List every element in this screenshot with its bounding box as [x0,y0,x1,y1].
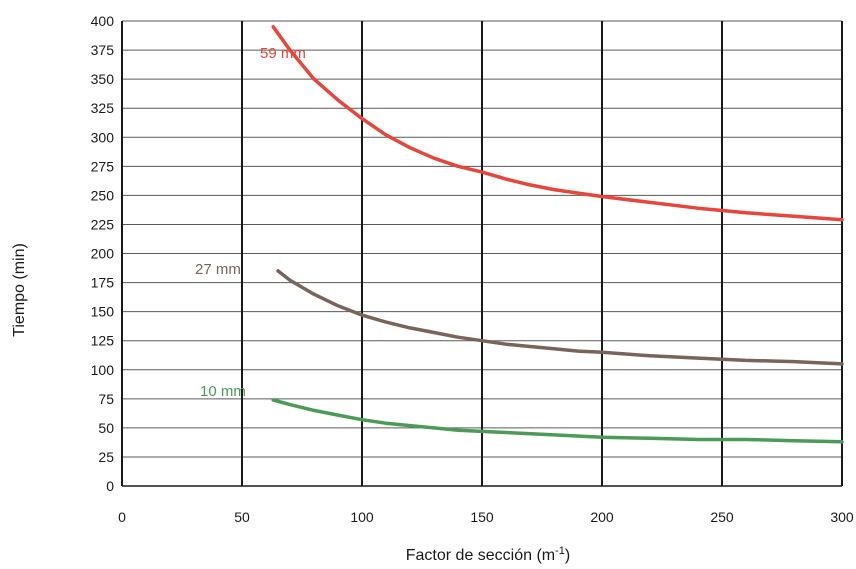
y-tick-label-200: 200 [91,246,115,262]
x-axis-title-main: Factor de sección (m [406,547,555,564]
y-tick-label-75: 75 [98,391,114,407]
series-labels: 59 mm 27 mm 10 mm [195,45,306,400]
y-tick-label-300: 300 [91,129,115,145]
y-tick-label-225: 225 [91,216,115,232]
series-line-27-mm [276,269,844,366]
x-tick-label-200: 200 [590,509,614,525]
y-tick-label-250: 250 [91,187,115,203]
series-line-10-mm [271,398,844,444]
y-axis-ticks: 0 25 50 75 100 125 150 175 200 225 250 275 300 325 350… [91,13,115,494]
x-axis-title-exponent: -1 [555,545,565,557]
y-tick-label-375: 375 [91,42,115,58]
series-line-59-mm [271,25,844,222]
y-tick-label-150: 150 [91,304,115,320]
y-tick-label-100: 100 [91,362,115,378]
x-tick-label-300: 300 [830,509,854,525]
y-axis-title: Tiempo (min) [11,243,28,337]
y-tick-label-0: 0 [106,478,114,494]
x-axis-title: Factor de sección (m-1) [406,545,571,564]
x-tick-label-0: 0 [118,509,126,525]
series-label-10-mm: 10 mm [200,383,246,400]
y-tick-label-125: 125 [91,333,115,349]
series-layer [271,25,844,444]
y-tick-label-350: 350 [91,71,115,87]
x-axis-title-close: ) [565,547,570,564]
y-tick-label-400: 400 [91,13,115,29]
y-tick-label-50: 50 [98,420,114,436]
x-tick-label-150: 150 [470,509,494,525]
x-tick-label-50: 50 [234,509,250,525]
y-tick-label-325: 325 [91,100,115,116]
grid-lines [121,20,843,487]
series-label-59-mm: 59 mm [260,45,306,62]
x-axis-ticks: 0 50 100 150 200 250 300 [118,509,854,525]
y-tick-label-275: 275 [91,158,115,174]
y-tick-label-25: 25 [98,449,114,465]
x-tick-label-250: 250 [710,509,734,525]
series-label-27-mm: 27 mm [195,261,241,278]
x-tick-label-100: 100 [350,509,374,525]
y-tick-label-175: 175 [91,275,115,291]
